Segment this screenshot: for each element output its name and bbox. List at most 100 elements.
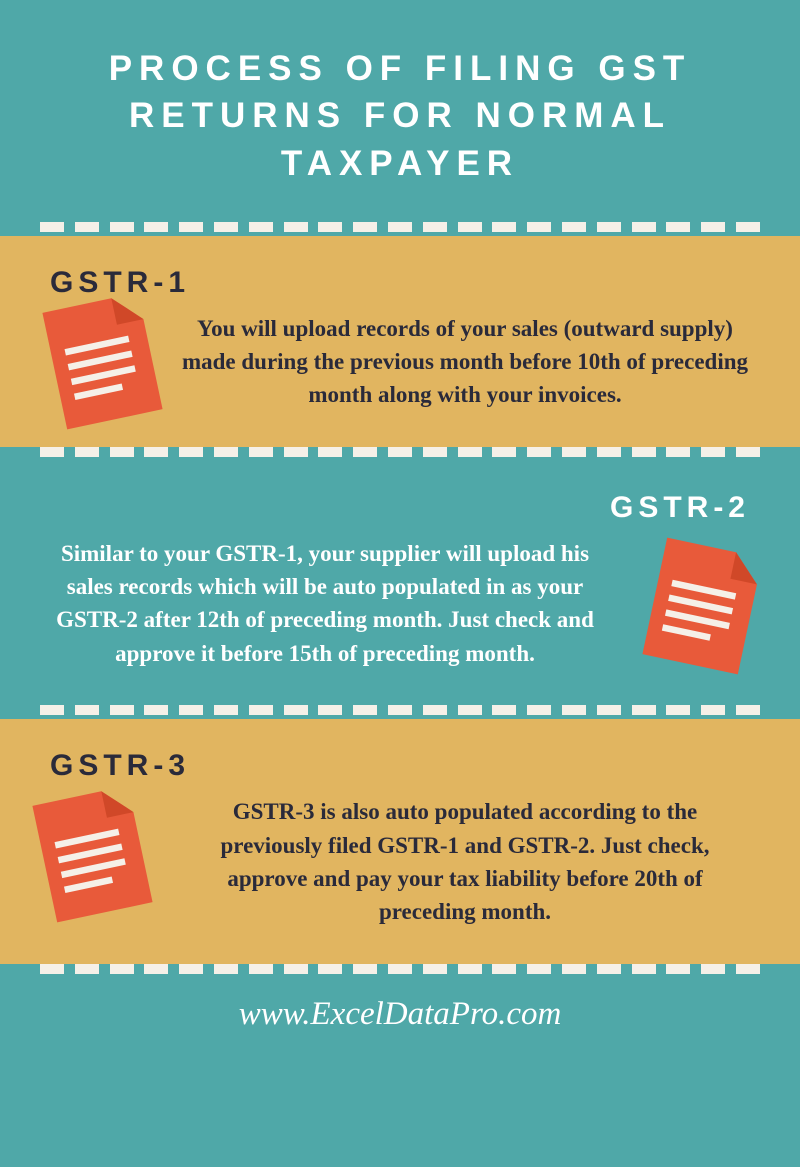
dash: [527, 964, 551, 974]
dash: [179, 447, 203, 457]
dash: [40, 705, 64, 715]
dash: [666, 964, 690, 974]
document-icon: [33, 285, 173, 436]
dash: [179, 222, 203, 232]
dash: [179, 705, 203, 715]
header: PROCESS OF FILING GST RETURNS FOR NORMAL…: [0, 0, 800, 222]
dash: [353, 705, 377, 715]
dash: [736, 964, 760, 974]
dash: [736, 447, 760, 457]
dash: [632, 964, 656, 974]
dash: [632, 705, 656, 715]
dash: [110, 705, 134, 715]
dash: [214, 222, 238, 232]
divider-dashes: [0, 964, 800, 978]
dash: [144, 705, 168, 715]
dash: [458, 447, 482, 457]
dash: [318, 222, 342, 232]
dash: [597, 964, 621, 974]
dash: [458, 705, 482, 715]
dash: [214, 705, 238, 715]
dash: [353, 447, 377, 457]
dash: [423, 705, 447, 715]
dash: [632, 222, 656, 232]
dash: [353, 964, 377, 974]
dash: [110, 222, 134, 232]
dash: [144, 447, 168, 457]
dash: [423, 964, 447, 974]
dash: [597, 447, 621, 457]
dash: [318, 705, 342, 715]
dash: [214, 447, 238, 457]
section-gstr3: GSTR-3 GSTR-3 is also auto populated acc…: [0, 719, 800, 963]
dash: [318, 447, 342, 457]
dash: [458, 222, 482, 232]
divider-dashes: [0, 447, 800, 461]
dash: [40, 222, 64, 232]
section-body: Similar to your GSTR-1, your supplier wi…: [50, 537, 600, 670]
dash: [562, 705, 586, 715]
dash: [179, 964, 203, 974]
dash: [597, 222, 621, 232]
dash: [666, 222, 690, 232]
dash: [666, 447, 690, 457]
section-heading: GSTR-1: [50, 266, 750, 300]
dash: [388, 447, 412, 457]
dash: [144, 964, 168, 974]
dash: [110, 447, 134, 457]
dash: [318, 964, 342, 974]
infographic-container: PROCESS OF FILING GST RETURNS FOR NORMAL…: [0, 0, 800, 1167]
dash: [492, 222, 516, 232]
dash: [423, 447, 447, 457]
dash: [562, 222, 586, 232]
footer-url: www.ExcelDataPro.com: [0, 996, 800, 1033]
dash: [75, 705, 99, 715]
dash: [666, 705, 690, 715]
dash: [284, 705, 308, 715]
dash: [40, 964, 64, 974]
section-heading: GSTR-3: [50, 749, 750, 783]
dash: [632, 447, 656, 457]
dash: [144, 222, 168, 232]
section-gstr1: GSTR-1 You will upload records of your s…: [0, 236, 800, 447]
dash: [249, 447, 273, 457]
dash: [562, 964, 586, 974]
page-title: PROCESS OF FILING GST RETURNS FOR NORMAL…: [40, 45, 760, 187]
section-gstr2: GSTR-2 Similar to your GSTR-1, your supp…: [0, 461, 800, 705]
dash: [75, 447, 99, 457]
dash: [40, 447, 64, 457]
dash: [736, 222, 760, 232]
dash: [701, 222, 725, 232]
dash: [458, 964, 482, 974]
dash: [736, 705, 760, 715]
dash: [701, 447, 725, 457]
dash: [527, 447, 551, 457]
divider-dashes: [0, 222, 800, 236]
dash: [75, 964, 99, 974]
dash: [388, 705, 412, 715]
dash: [562, 447, 586, 457]
dash: [492, 447, 516, 457]
dash: [110, 964, 134, 974]
dash: [701, 705, 725, 715]
dash: [284, 222, 308, 232]
dash: [527, 222, 551, 232]
dash: [249, 705, 273, 715]
dash: [284, 447, 308, 457]
dash: [388, 222, 412, 232]
dash: [249, 964, 273, 974]
dash: [701, 964, 725, 974]
footer: www.ExcelDataPro.com: [0, 978, 800, 1055]
dash: [388, 964, 412, 974]
dash: [492, 705, 516, 715]
document-icon: [23, 779, 163, 930]
dash: [284, 964, 308, 974]
dash: [249, 222, 273, 232]
dash: [527, 705, 551, 715]
section-heading: GSTR-2: [50, 491, 750, 525]
divider-dashes: [0, 705, 800, 719]
section-body: GSTR-3 is also auto populated according …: [180, 795, 750, 928]
document-icon: [633, 530, 773, 681]
dash: [353, 222, 377, 232]
dash: [492, 964, 516, 974]
